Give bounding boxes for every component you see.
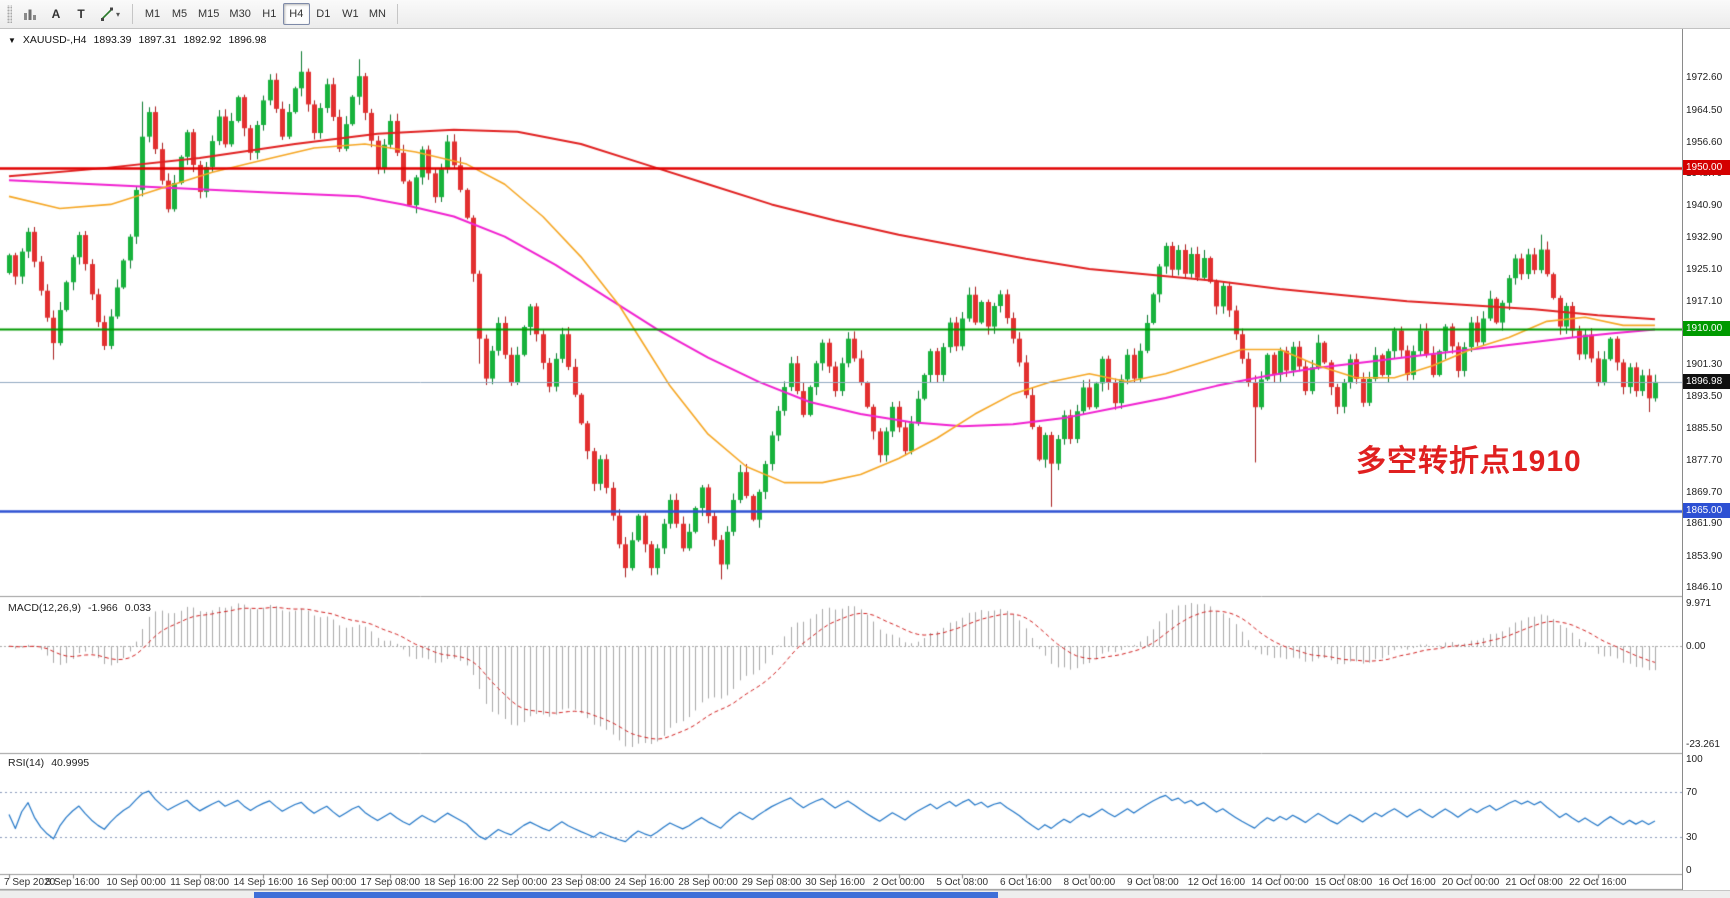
time-label: 28 Sep 00:00: [678, 877, 738, 888]
price-tick: 1956.60: [1686, 136, 1723, 148]
timeframe-button-h1[interactable]: H1: [256, 3, 283, 25]
macd-value-main: -1.966: [87, 602, 118, 614]
price-tick: 1869.70: [1686, 486, 1723, 498]
time-label: 9 Oct 08:00: [1127, 877, 1179, 888]
time-axis[interactable]: 7 Sep 2020 8 Sep 16:00 10 Sep 00:00 11 Sep …: [0, 874, 1682, 890]
time-label: 14 Oct 00:00: [1251, 877, 1309, 888]
macd-axis-label: 0.00: [1686, 641, 1706, 652]
macd-value-signal: 0.033: [124, 602, 152, 614]
toolbar-separator: [396, 4, 398, 24]
time-label: 8 Oct 00:00: [1063, 877, 1116, 888]
chart-symbol-header: ▼ XAUUSD-,H4 1893.39 1897.31 1892.92 189…: [8, 34, 266, 46]
price-tick: 1893.50: [1686, 390, 1723, 402]
time-label: 23 Sep 08:00: [551, 877, 611, 888]
chart-plot-area[interactable]: [0, 29, 1682, 890]
time-label: 8 Sep 16:00: [45, 877, 100, 888]
macd-axis-label: -23.261: [1686, 739, 1720, 750]
price-axis[interactable]: 1972.601964.501956.601948.701940.901932.…: [1682, 29, 1730, 890]
price-tick: 1972.60: [1686, 72, 1723, 83]
macd-indicator-label: MACD(12,26,9) -1.966 0.033: [8, 602, 151, 614]
price-tick: 1917.10: [1686, 295, 1723, 307]
horizontal-scrollbar: [0, 890, 1730, 898]
time-label: 22 Sep 00:00: [487, 877, 548, 888]
symbol-timeframe-label: XAUUSD-,H4: [22, 34, 87, 46]
price-tick: 1901.30: [1686, 359, 1723, 371]
rsi-axis-label: 0: [1686, 865, 1692, 876]
rsi-indicator-label: RSI(14) 40.9995: [8, 757, 89, 769]
chart-annotation: 多空转折点1910: [1356, 445, 1582, 478]
bar-chart-icon-button[interactable]: [17, 3, 43, 25]
price-tick: 1932.90: [1686, 232, 1723, 244]
current-price-badge: 1896.98: [1683, 373, 1730, 389]
rsi-axis-label: 70: [1686, 787, 1698, 798]
time-label: 11 Sep 08:00: [170, 877, 230, 888]
quote-open: 1893.39: [93, 34, 132, 46]
timeframe-button-m15[interactable]: M15: [193, 3, 224, 25]
price-level-badge: 1865.00: [1683, 502, 1730, 518]
time-label: 2 Oct 00:00: [872, 877, 925, 888]
timeframe-button-m30[interactable]: M30: [224, 3, 255, 25]
draw-tools-button[interactable]: ▾: [94, 3, 126, 25]
toolbar-separator: [132, 4, 134, 24]
time-label: 6 Oct 16:00: [999, 877, 1052, 888]
timeframe-group: M1 M5 M15 M30 H1 H4 D1 W1 MN: [139, 3, 391, 25]
time-label: 15 Oct 08:00: [1314, 877, 1373, 888]
timeframe-button-m5[interactable]: M5: [166, 3, 193, 25]
toolbar-grip[interactable]: [7, 5, 12, 23]
timeframe-button-h4[interactable]: H4: [282, 3, 310, 25]
quote-low: 1892.92: [183, 34, 222, 46]
price-tick: 1853.90: [1686, 550, 1723, 562]
time-label: 21 Oct 08:00: [1505, 877, 1563, 888]
price-level-badge: 1910.00: [1683, 321, 1730, 337]
symbol-dropdown-icon[interactable]: ▼: [8, 35, 16, 45]
rsi-name: RSI(14): [8, 757, 45, 769]
time-label: 30 Sep 16:00: [805, 877, 865, 888]
time-label: 14 Sep 16:00: [233, 877, 293, 888]
quote-close: 1896.98: [228, 34, 267, 46]
toolbar: A T ▾ M1 M5 M15 M30 H1 H4 D1 W1 MN: [0, 0, 1730, 29]
macd-axis-label: 9.971: [1686, 598, 1712, 609]
time-label: 5 Oct 08:00: [936, 877, 989, 888]
text-tool-button[interactable]: T: [69, 3, 93, 25]
rsi-axis-label: 100: [1686, 754, 1703, 765]
macd-name: MACD(12,26,9): [8, 602, 81, 614]
time-label: 12 Oct 16:00: [1187, 877, 1246, 888]
price-tick: 1885.50: [1686, 423, 1723, 435]
time-label: 18 Sep 16:00: [424, 877, 484, 888]
price-tick: 1861.90: [1686, 518, 1723, 530]
time-label: 7 Sep 2020: [4, 877, 56, 888]
timeframe-button-mn[interactable]: MN: [364, 3, 391, 25]
time-label: 10 Sep 00:00: [106, 877, 166, 888]
timeframe-button-d1[interactable]: D1: [310, 3, 337, 25]
bar-chart-icon: [24, 9, 36, 20]
price-tick: 1877.70: [1686, 454, 1723, 466]
scrollbar-thumb[interactable]: [254, 892, 998, 898]
timeframe-button-m1[interactable]: M1: [139, 3, 166, 25]
time-label: 24 Sep 16:00: [614, 877, 675, 888]
time-label: 17 Sep 08:00: [360, 877, 421, 888]
arrow-tool-button[interactable]: A: [44, 3, 68, 25]
price-tick: 1940.90: [1686, 199, 1723, 211]
time-label: 29 Sep 08:00: [741, 877, 802, 888]
price-level-badge: 1950.00: [1683, 160, 1730, 176]
price-tick: 1846.10: [1686, 582, 1723, 594]
time-label: 16 Sep 00:00: [297, 877, 357, 888]
timeframe-button-w1[interactable]: W1: [337, 3, 364, 25]
trendline-tool-icon: [101, 7, 113, 21]
time-label: 22 Oct 16:00: [1569, 877, 1627, 888]
price-tick: 1925.10: [1686, 263, 1723, 275]
time-label: 16 Oct 16:00: [1378, 877, 1436, 888]
dropdown-caret-icon: ▾: [116, 9, 121, 19]
time-label: 20 Oct 00:00: [1442, 877, 1500, 888]
price-tick: 1964.50: [1686, 104, 1723, 116]
quote-high: 1897.31: [138, 34, 177, 46]
rsi-axis-label: 30: [1686, 832, 1698, 843]
rsi-value: 40.9995: [51, 757, 90, 769]
